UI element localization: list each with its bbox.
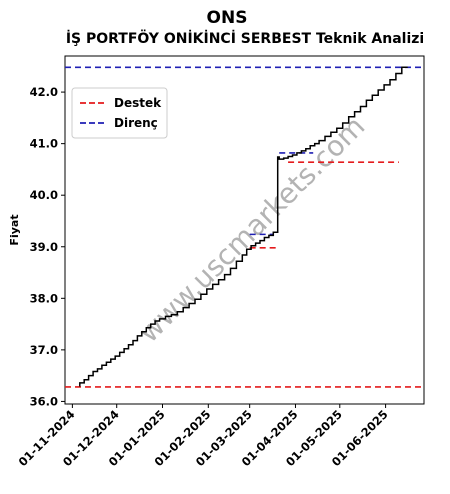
legend-label: Direnç <box>114 116 158 130</box>
y-axis-label: Fiyat <box>8 214 21 245</box>
y-tick-label: 37.0 <box>30 343 58 357</box>
legend-label: Destek <box>114 96 162 110</box>
plot-area: 36.037.038.039.040.041.042.001-11-202401… <box>16 55 425 469</box>
y-tick-label: 40.0 <box>30 188 58 202</box>
y-tick-label: 38.0 <box>30 291 58 305</box>
plot-frame <box>64 55 425 405</box>
legend-box <box>71 87 168 139</box>
chart-subtitle: İŞ PORTFÖY ONİKİNCİ SERBEST Teknik Anali… <box>66 29 424 47</box>
y-tick-label: 39.0 <box>30 240 58 254</box>
chart-title: ONS <box>207 8 248 28</box>
y-tick-label: 41.0 <box>30 137 58 151</box>
y-tick-label: 36.0 <box>30 394 58 408</box>
y-tick-label: 42.0 <box>30 85 58 99</box>
watermark-text: www.uscmarkets.com <box>132 110 371 349</box>
price-series-line <box>79 66 408 387</box>
